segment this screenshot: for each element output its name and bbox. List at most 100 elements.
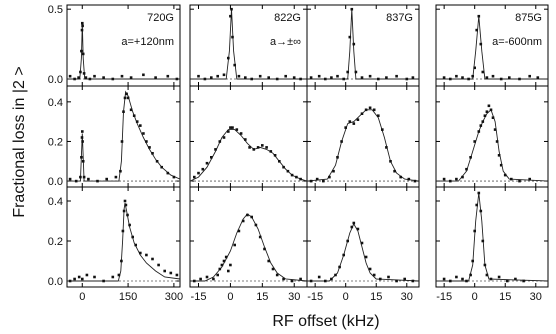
- data-point: [292, 76, 296, 79]
- x-tick-label: 0: [343, 291, 349, 303]
- data-point: [411, 279, 415, 283]
- data-point: [381, 128, 384, 131]
- data-point: [227, 130, 230, 133]
- data-point: [135, 120, 139, 123]
- data-point: [258, 74, 262, 78]
- data-point: [233, 243, 236, 247]
- data-point: [126, 213, 129, 217]
- data-point: [229, 14, 232, 18]
- data-point: [336, 74, 339, 78]
- panel-frame: [189, 186, 308, 288]
- data-point: [117, 273, 121, 277]
- data-point: [250, 215, 253, 219]
- panel-r0-c1: 822G a→±∞: [189, 4, 308, 87]
- data-point: [142, 132, 145, 135]
- data-point: [80, 49, 83, 53]
- data-point: [493, 128, 497, 131]
- data-point: [389, 160, 392, 163]
- data-point: [278, 160, 281, 163]
- y-tick-label: 0.0: [48, 176, 63, 188]
- y-tick-label: 0.5: [48, 4, 63, 16]
- data-point: [330, 76, 333, 79]
- data-point: [348, 35, 352, 39]
- fit-curve: [307, 109, 419, 182]
- data-point: [275, 77, 279, 81]
- data-point: [503, 173, 507, 177]
- data-point: [169, 271, 173, 275]
- data-point: [81, 24, 84, 28]
- data-point: [491, 74, 495, 78]
- data-point: [258, 235, 262, 239]
- data-point: [290, 279, 294, 283]
- data-point: [442, 76, 446, 79]
- data-point: [315, 177, 319, 181]
- x-tick-label: 30: [401, 291, 413, 303]
- data-point: [465, 279, 468, 283]
- data-point: [246, 213, 249, 217]
- data-point: [81, 52, 85, 56]
- data-point: [222, 136, 226, 139]
- data-point: [449, 179, 452, 183]
- data-point: [120, 140, 124, 143]
- data-point: [214, 148, 217, 151]
- x-tick-label: 300: [165, 291, 183, 303]
- x-tick-label: -15: [191, 291, 207, 303]
- data-point: [197, 74, 200, 78]
- data-point: [160, 165, 163, 169]
- data-point: [499, 163, 503, 167]
- data-point: [379, 277, 382, 281]
- data-point: [222, 259, 226, 263]
- x-tick-label: -15: [307, 291, 323, 303]
- data-point: [237, 74, 241, 78]
- data-point: [222, 73, 226, 77]
- data-point: [395, 74, 398, 78]
- data-point: [210, 76, 213, 79]
- data-point: [455, 74, 458, 78]
- panel-plot-area: [436, 191, 548, 283]
- data-point: [286, 169, 290, 173]
- data-point: [506, 279, 509, 283]
- data-point: [395, 279, 398, 283]
- panel-plot-area: [190, 126, 307, 182]
- panel-r1-c2: [306, 85, 420, 188]
- field-label: 875G: [515, 12, 542, 24]
- data-point: [411, 76, 415, 79]
- data-point: [197, 171, 200, 175]
- fit-curve: [67, 23, 180, 80]
- data-point: [271, 267, 275, 271]
- data-point: [342, 253, 345, 257]
- data-point: [377, 77, 380, 81]
- data-point: [248, 146, 251, 149]
- data-point: [385, 146, 388, 149]
- data-point: [77, 76, 80, 79]
- data-point: [282, 165, 285, 169]
- data-point: [73, 277, 76, 281]
- panel-frame: [306, 85, 420, 188]
- data-point: [267, 76, 270, 79]
- data-point: [469, 156, 472, 159]
- data-point: [275, 273, 279, 277]
- data-point: [518, 77, 521, 81]
- data-point: [166, 74, 170, 78]
- data-point: [155, 160, 159, 163]
- data-point: [299, 177, 302, 181]
- data-point: [499, 77, 503, 81]
- fit-curve: [190, 129, 307, 182]
- data-point: [82, 72, 86, 75]
- data-point: [377, 114, 380, 117]
- panel-r2-c3: -15 0 15 30: [435, 186, 549, 303]
- x-tick-label: 15: [370, 291, 382, 303]
- data-point: [81, 130, 84, 133]
- data-point: [193, 175, 196, 179]
- data-point: [88, 77, 92, 81]
- data-point: [229, 126, 232, 129]
- data-point: [227, 56, 230, 60]
- data-point: [489, 108, 493, 112]
- fit-curve: [436, 108, 548, 182]
- data-point: [455, 177, 458, 181]
- data-point: [282, 277, 285, 281]
- data-point: [413, 179, 417, 183]
- data-point: [252, 148, 256, 151]
- x-tick-label: 0: [472, 291, 478, 303]
